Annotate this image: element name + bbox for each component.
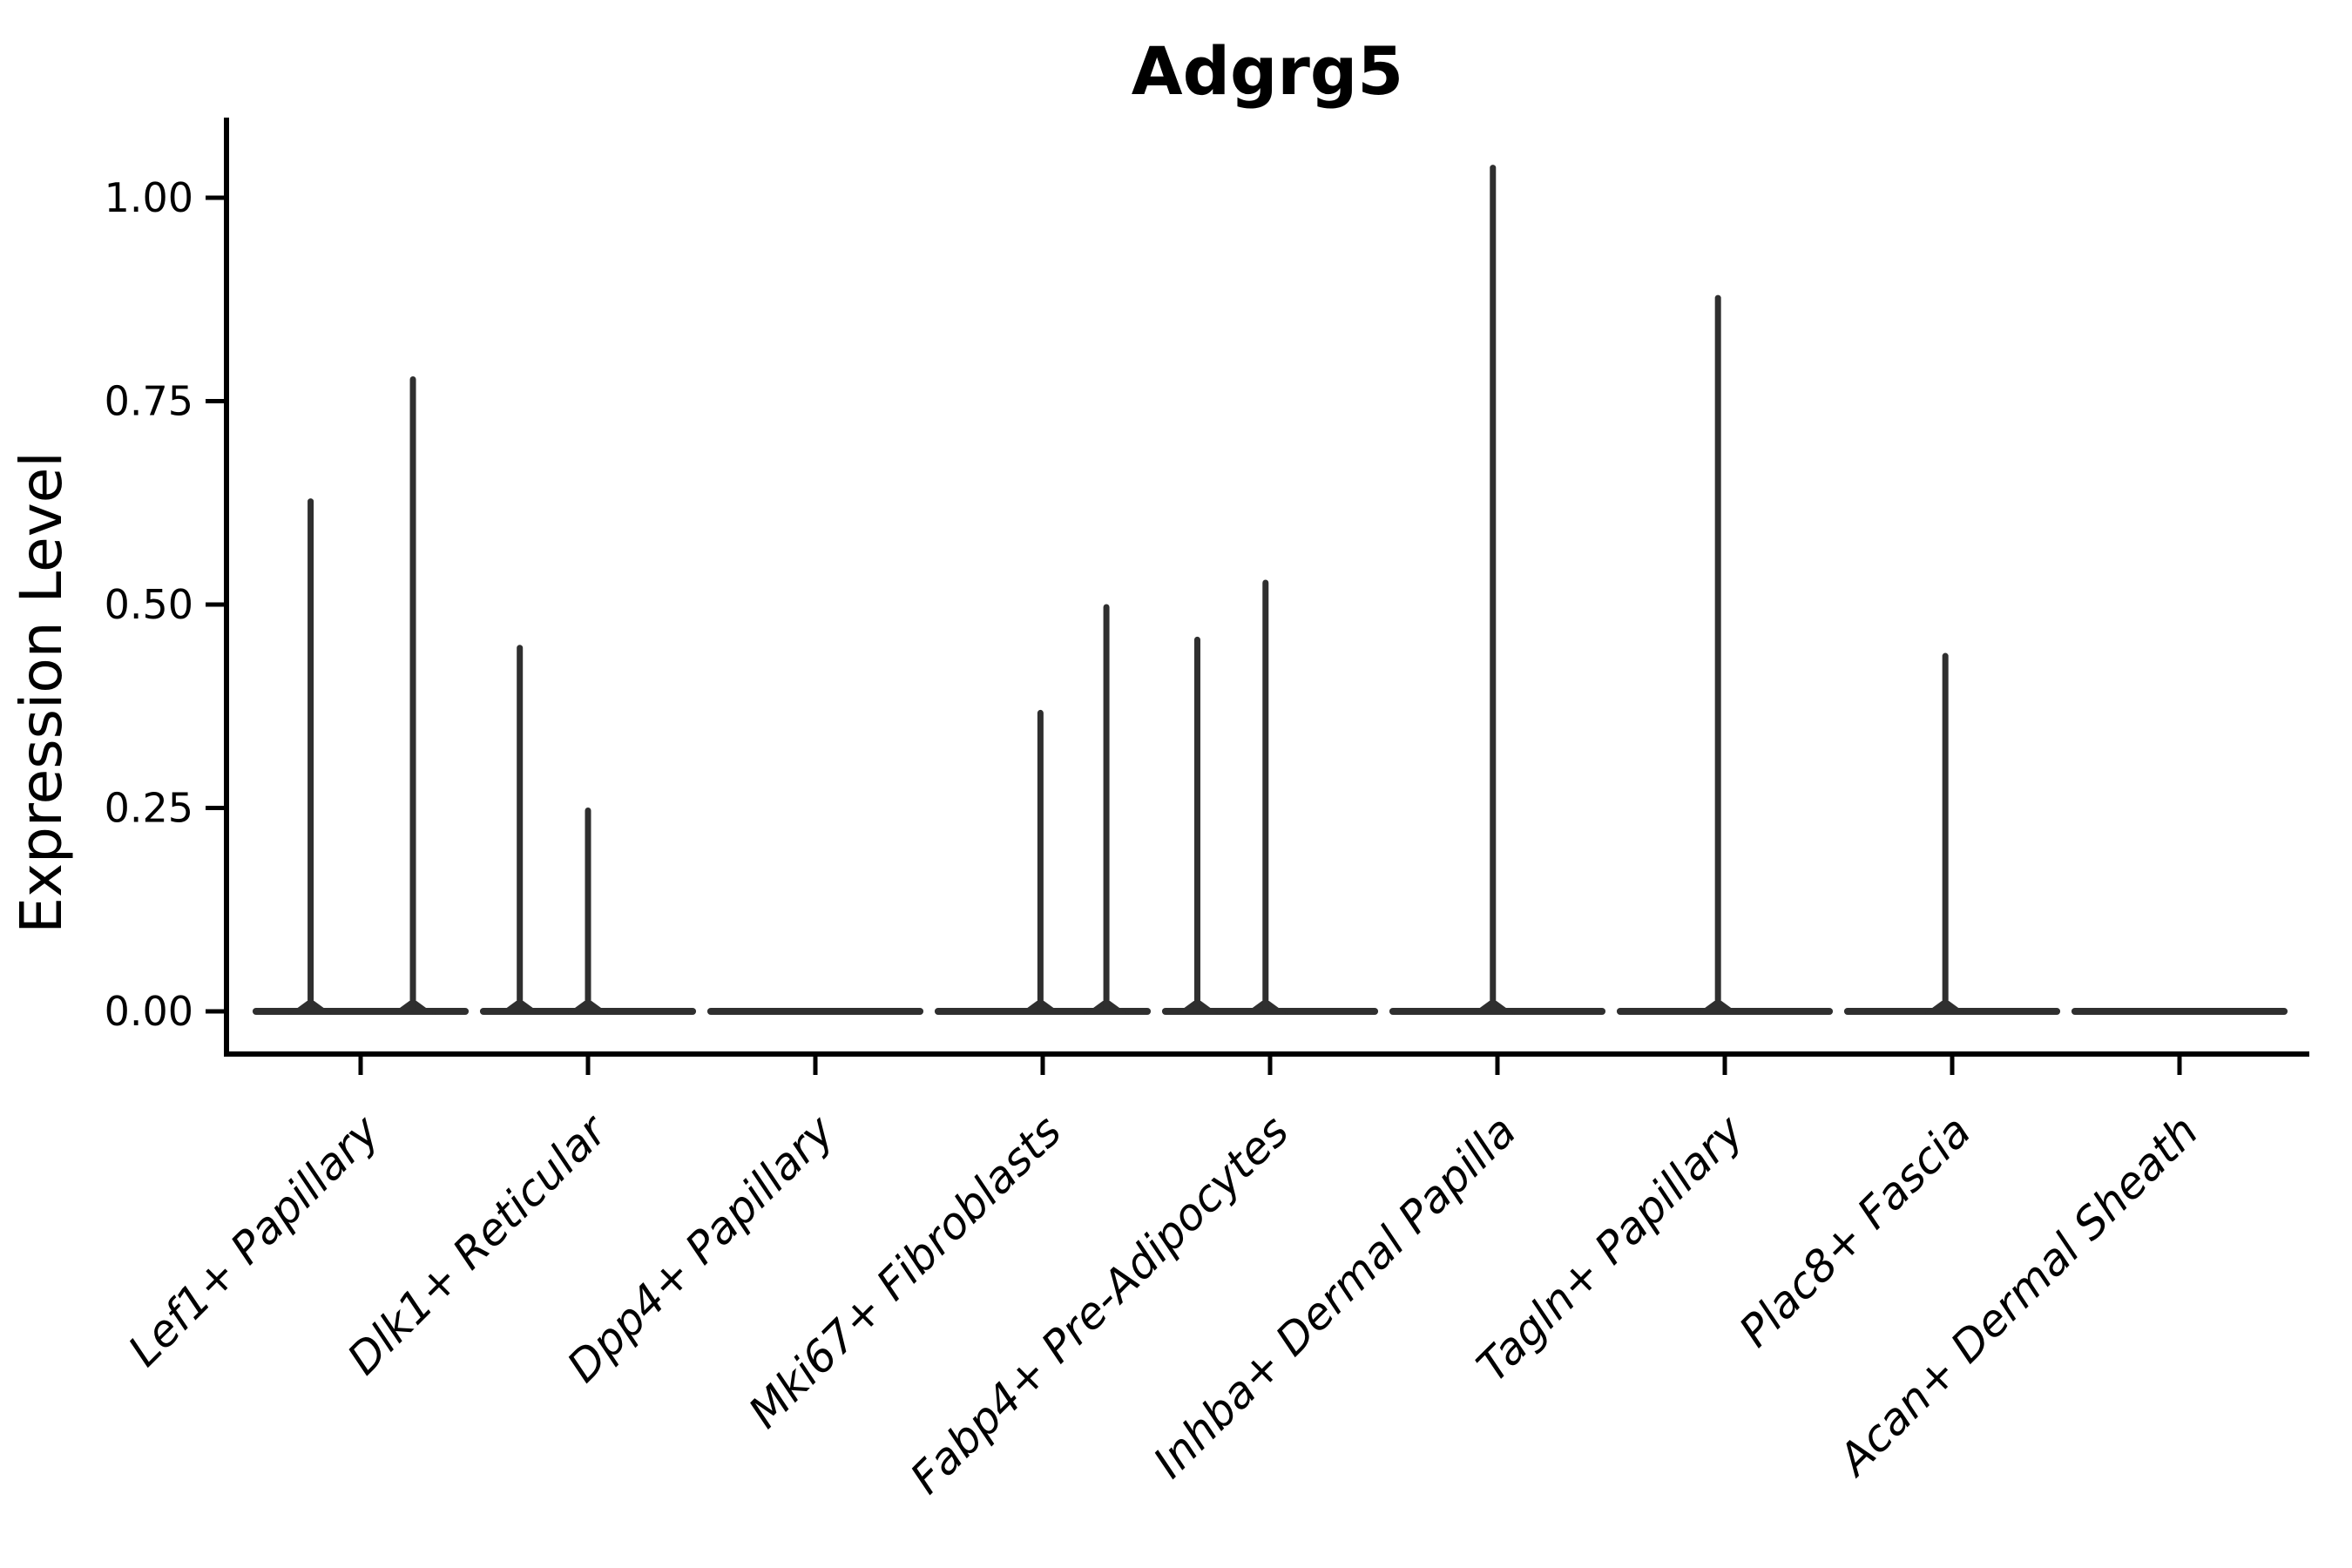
- x-tick-label: Acan+ Dermal Sheath: [1828, 1105, 2208, 1486]
- y-tick-label: 0.25: [105, 785, 193, 832]
- y-axis-label: Expression Level: [8, 451, 75, 933]
- y-tick-label: 0.00: [105, 988, 193, 1035]
- axes-group: [206, 118, 2309, 1075]
- x-tick-label: Lef1+ Papillary: [118, 1105, 389, 1375]
- x-tick-label: Inhba+ Dermal Papilla: [1144, 1105, 1525, 1487]
- x-tick-label: Fabp4+ Pre-Adipocytes: [901, 1105, 1299, 1504]
- violin: [1843, 652, 2061, 1015]
- y-tick-label: 0.50: [105, 581, 193, 628]
- violin: [1389, 165, 1606, 1015]
- y-tick-label: 0.75: [105, 378, 193, 425]
- violin: [252, 375, 470, 1015]
- violin: [1616, 294, 1834, 1015]
- violin: [1161, 579, 1379, 1015]
- violin: [479, 645, 697, 1015]
- violins-group: [252, 165, 2288, 1015]
- violin: [934, 604, 1152, 1015]
- axis-spines: [224, 118, 2309, 1057]
- x-tick-label: Plac8+ Fascia: [1730, 1105, 1981, 1356]
- y-tick-label: 1.00: [105, 174, 193, 221]
- chart-title: Adgrg5: [1132, 32, 1403, 110]
